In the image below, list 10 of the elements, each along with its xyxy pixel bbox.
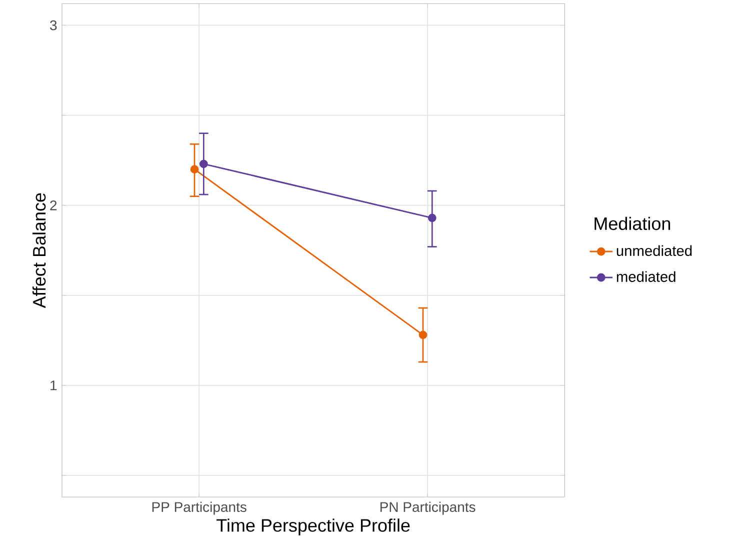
x-axis-title: Time Perspective Profile [216, 518, 410, 536]
legend-label: unmediated [616, 245, 692, 256]
y-tick-label: 1 [50, 380, 57, 390]
x-tick-label: PN Participants [380, 502, 476, 515]
y-tick-label: 2 [50, 200, 57, 210]
legend-title: Mediation [594, 216, 670, 230]
y-tick-label: 3 [50, 20, 57, 30]
y-axis-title: Affect Balance [32, 193, 46, 308]
x-tick-label: PP Participants [152, 502, 246, 515]
legend-label: mediated [616, 271, 676, 282]
